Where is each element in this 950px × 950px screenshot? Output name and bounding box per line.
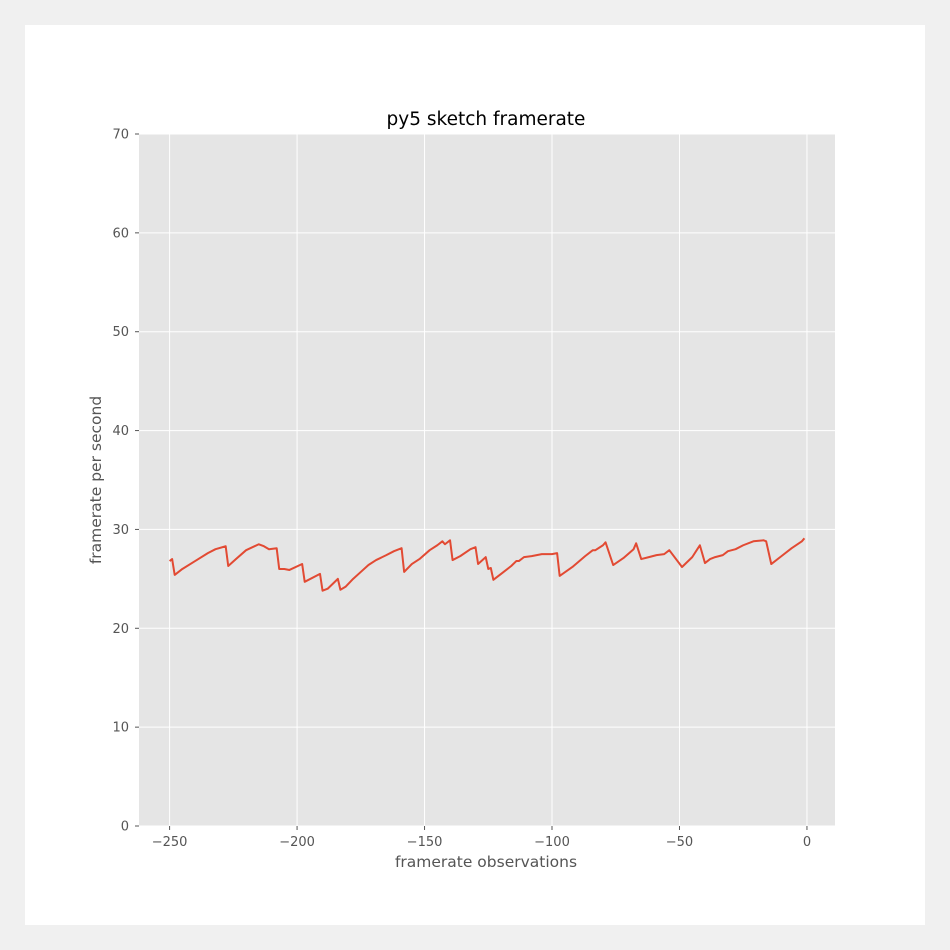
y-tick-label: 70 — [112, 128, 129, 143]
y-tick-label: 30 — [112, 523, 129, 538]
y-tick-label: 40 — [112, 424, 129, 439]
plot-area-background — [139, 134, 835, 826]
y-tick-label: 20 — [112, 622, 129, 637]
grid-lines — [139, 133, 835, 827]
y-tick-label: 50 — [112, 325, 129, 340]
figure-canvas: −250 −200 −150 −100 −50 0 0 10 20 30 40 50 60 70 py5 … — [25, 25, 925, 925]
y-tick-label: 60 — [112, 226, 129, 241]
x-axis-label: framerate observations — [395, 853, 577, 871]
framerate-series-line — [168, 537, 806, 592]
x-tick-label: 0 — [803, 835, 811, 850]
y-axis-label: framerate per second — [87, 396, 105, 564]
x-tick-label: −250 — [152, 835, 188, 850]
chart-title: py5 sketch framerate — [387, 109, 586, 130]
x-tick-label: −200 — [279, 835, 315, 850]
y-tick-label: 0 — [121, 820, 129, 835]
y-tick-label: 10 — [112, 721, 129, 736]
axis-ticks: −250 −200 −150 −100 −50 0 0 10 20 30 40 50 60 70 — [112, 128, 811, 851]
framerate-chart: −250 −200 −150 −100 −50 0 0 10 20 30 40 50 60 70 py5 … — [87, 109, 835, 871]
x-tick-label: −50 — [666, 835, 693, 850]
x-tick-label: −150 — [407, 835, 443, 850]
series-layer — [168, 537, 806, 592]
x-tick-label: −100 — [534, 835, 570, 850]
